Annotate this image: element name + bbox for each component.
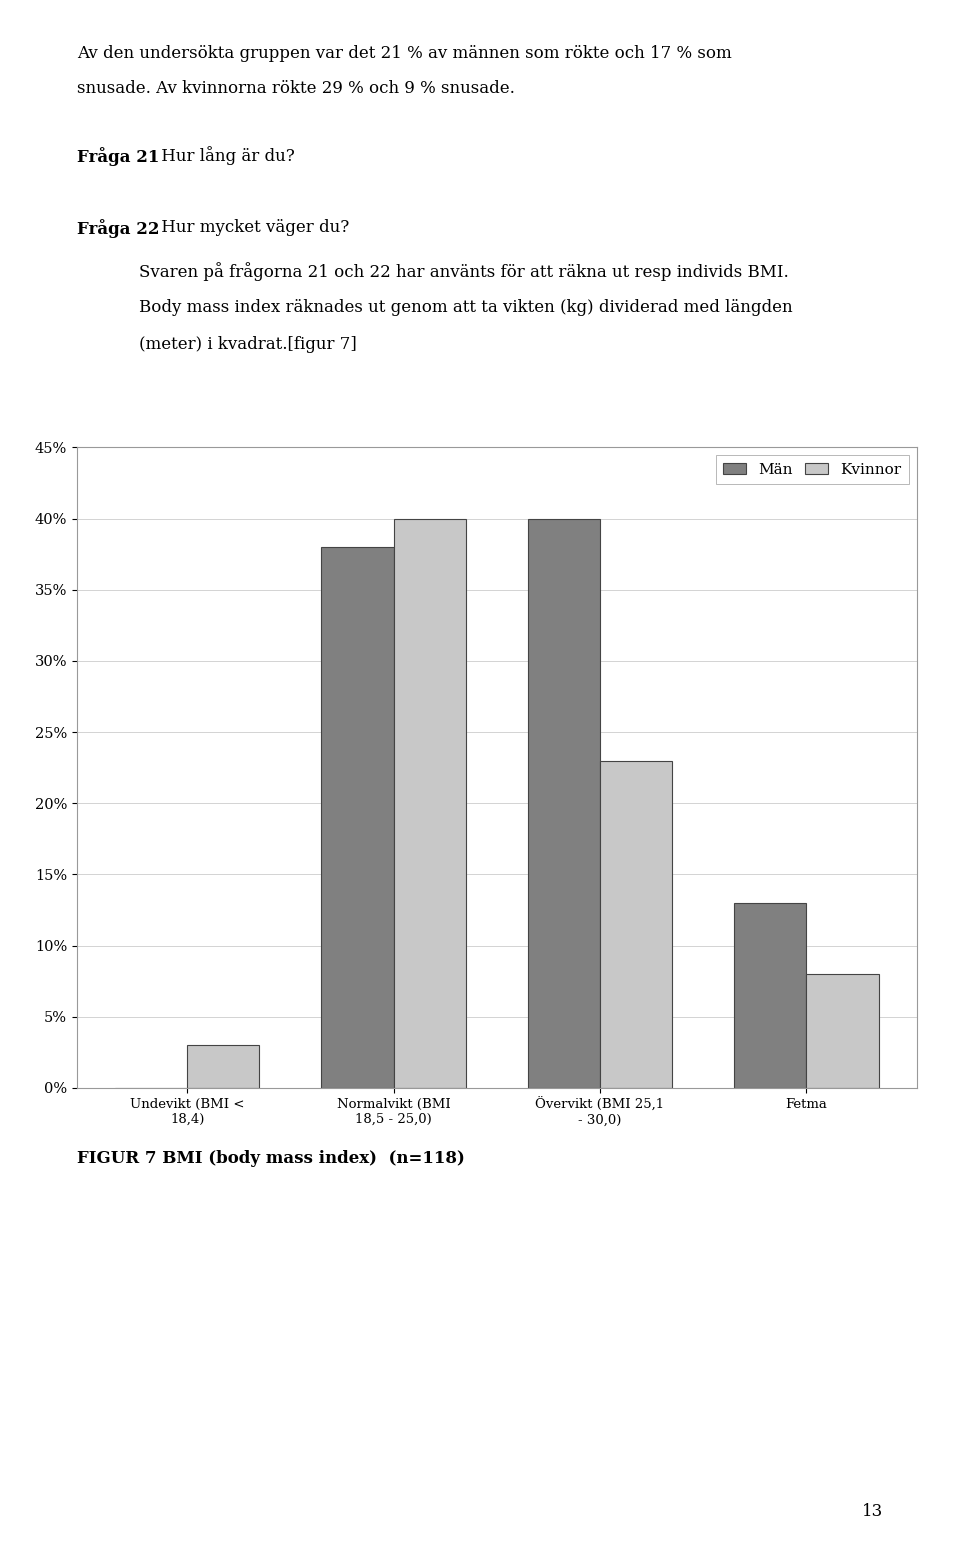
Text: Svaren på frågorna 21 och 22 har använts för att räkna ut resp individs BMI.: Svaren på frågorna 21 och 22 har använts…	[139, 262, 789, 281]
Text: Hur mycket väger du?: Hur mycket väger du?	[156, 219, 348, 236]
Bar	[322, 548, 394, 1088]
Text: (meter) i kvadrat.[figur 7]: (meter) i kvadrat.[figur 7]	[139, 336, 357, 353]
Text: Fråga 21: Fråga 21	[77, 147, 159, 165]
Legend: Män, Kvinnor: Män, Kvinnor	[716, 455, 909, 485]
Text: FIGUR 7 BMI (body mass index)  (n=118): FIGUR 7 BMI (body mass index) (n=118)	[77, 1150, 465, 1167]
Text: Body mass index räknades ut genom att ta vikten (kg) dividerad med längden: Body mass index räknades ut genom att ta…	[139, 299, 793, 316]
Bar	[528, 518, 600, 1088]
Text: Fråga 22: Fråga 22	[77, 219, 159, 238]
Bar	[806, 974, 878, 1088]
Bar	[394, 518, 466, 1088]
Bar	[600, 761, 672, 1088]
Text: Hur lång är du?: Hur lång är du?	[156, 147, 295, 165]
Text: snusade. Av kvinnorna rökte 29 % och 9 % snusade.: snusade. Av kvinnorna rökte 29 % och 9 %…	[77, 80, 515, 97]
Text: 13: 13	[862, 1503, 883, 1520]
Bar	[734, 903, 806, 1088]
Bar	[187, 1045, 259, 1088]
Text: Av den undersökta gruppen var det 21 % av männen som rökte och 17 % som: Av den undersökta gruppen var det 21 % a…	[77, 45, 732, 62]
